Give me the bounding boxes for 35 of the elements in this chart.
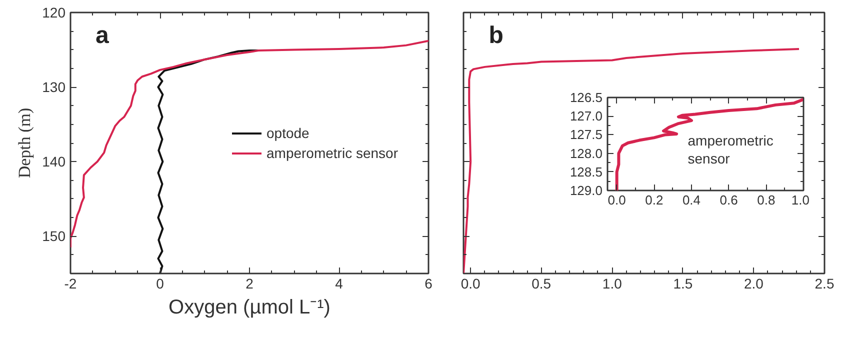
chart-title: a (96, 22, 110, 50)
y-tick-label: 130 (42, 79, 66, 96)
x-tick-label: 4 (335, 276, 344, 292)
x-tick-label: 0.5 (532, 276, 552, 292)
y-tick-label: 127.0 (570, 108, 603, 124)
y-tick-label: 126.5 (570, 90, 603, 105)
legend-label: optode (266, 124, 310, 140)
x-tick-label: 2.0 (744, 276, 764, 292)
x-tick-label: 0.0 (460, 276, 481, 292)
x-tick-label: 2.5 (814, 276, 834, 292)
y-tick-label: 128.5 (570, 164, 603, 180)
chart-title: b (488, 22, 504, 50)
x-tick-label: 0.8 (757, 192, 776, 208)
series-label: amperometric sensor (688, 132, 774, 166)
x-tick-label: 6 (424, 276, 433, 292)
y-tick-label: 120 (42, 4, 66, 20)
x-tick-label: 1.5 (673, 276, 693, 292)
x-tick-label: 0.2 (645, 192, 664, 208)
x-tick-label: 1.0 (602, 276, 622, 292)
x-tick-label: 0.6 (720, 192, 738, 208)
legend-label: amperometric sensor (266, 144, 398, 160)
x-tick-label: 0 (156, 276, 164, 292)
x-tick-label: 0.4 (682, 192, 701, 208)
y-tick-label: 140 (42, 154, 66, 170)
y-tick-label: 127.5 (570, 127, 603, 142)
y-axis-title: Depth (m) (15, 108, 34, 178)
x-tick-label: -2 (64, 276, 77, 292)
x-axis-title: Oxygen (µmol L⁻¹) (168, 296, 330, 318)
x-tick-label: 1.0 (791, 192, 810, 208)
y-tick-label: 128.0 (570, 146, 603, 161)
y-tick-label: 129.0 (570, 183, 603, 198)
line-series (157, 50, 260, 274)
y-tick-label: 150 (42, 228, 66, 244)
x-tick-label: 0.0 (608, 192, 626, 208)
x-tick-label: 2 (246, 276, 254, 292)
